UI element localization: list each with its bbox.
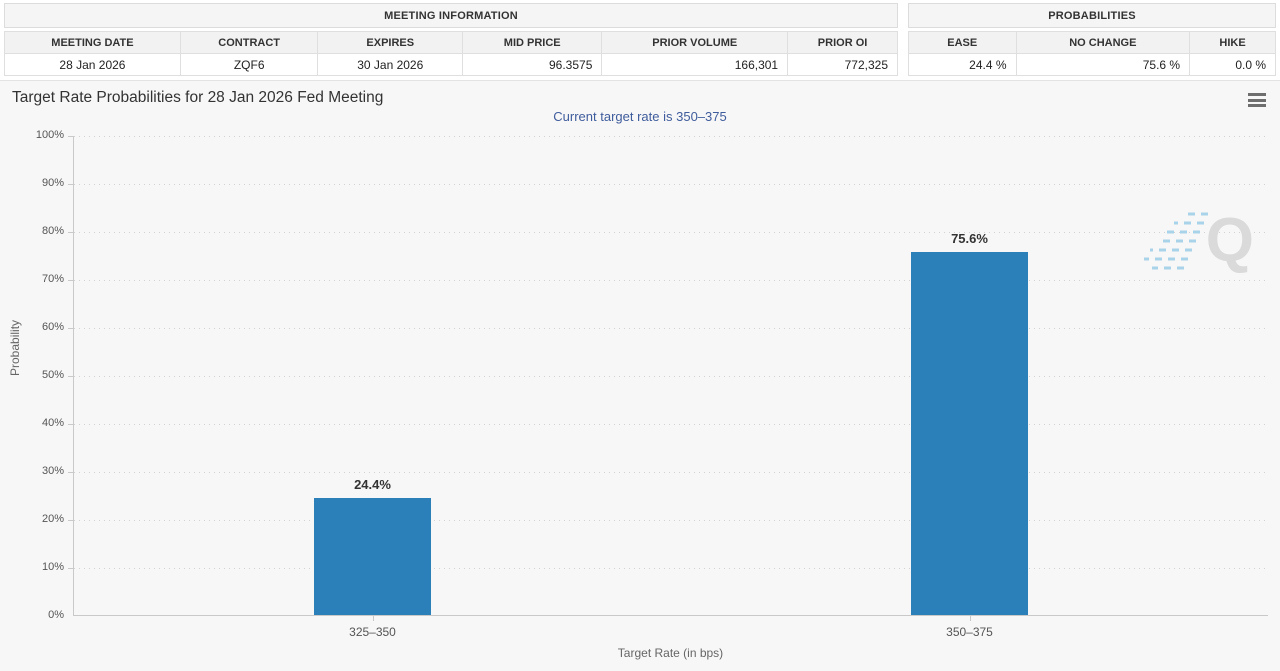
- col-prior-volume: PRIOR VOLUME: [601, 31, 789, 54]
- chart-title: Target Rate Probabilities for 28 Jan 202…: [12, 89, 384, 106]
- y-axis-title: Probability: [8, 319, 22, 376]
- target-rate-probabilities-chart: Target Rate Probabilities for 28 Jan 202…: [0, 80, 1280, 671]
- y-tick-label: 60%: [41, 321, 64, 333]
- contract-value: ZQF6: [179, 53, 319, 76]
- probabilities-table: PROBABILITIES EASE NO CHANGE HIKE 24.4 %…: [908, 3, 1276, 76]
- col-meeting-date: MEETING DATE: [4, 31, 181, 54]
- col-expires: EXPIRES: [317, 31, 464, 54]
- expires-value: 30 Jan 2026: [317, 53, 464, 76]
- y-tick-label: 10%: [41, 561, 64, 573]
- mid-price-value: 96.3575: [462, 53, 603, 76]
- prior-oi-value: 772,325: [787, 53, 898, 76]
- meeting-date-value: 28 Jan 2026: [4, 53, 181, 76]
- bar-column-325-350: 24.4%: [314, 135, 431, 615]
- y-tick-label: 100%: [35, 129, 64, 141]
- ease-value: 24.4 %: [908, 53, 1017, 76]
- probabilities-header-row: EASE NO CHANGE HIKE: [908, 31, 1276, 54]
- prior-volume-value: 166,301: [601, 53, 789, 76]
- bar-350-375[interactable]: [911, 252, 1028, 615]
- probabilities-title: PROBABILITIES: [908, 3, 1276, 28]
- top-tables: MEETING INFORMATION MEETING DATE CONTRAC…: [0, 0, 1280, 80]
- bar-data-label: 24.4%: [354, 476, 391, 492]
- y-tick-label: 30%: [41, 465, 64, 477]
- meeting-information-table: MEETING INFORMATION MEETING DATE CONTRAC…: [4, 3, 898, 76]
- chart-export-menu-icon[interactable]: [1248, 92, 1268, 108]
- x-category-label: 350–375: [946, 625, 993, 639]
- bar-325-350[interactable]: [314, 497, 431, 615]
- meeting-info-data-row: 28 Jan 2026 ZQF6 30 Jan 2026 96.3575 166…: [4, 53, 898, 76]
- hike-value: 0.0 %: [1189, 53, 1276, 76]
- col-ease: EASE: [908, 31, 1017, 54]
- col-no-change: NO CHANGE: [1015, 31, 1191, 54]
- y-tick-label: 50%: [41, 369, 64, 381]
- y-tick-label: 0%: [48, 609, 64, 621]
- bar-data-label: 75.6%: [951, 231, 988, 247]
- probabilities-data-row: 24.4 % 75.6 % 0.0 %: [908, 53, 1276, 76]
- x-category-label: 325–350: [349, 625, 396, 639]
- y-tick-label: 20%: [41, 513, 64, 525]
- col-hike: HIKE: [1189, 31, 1276, 54]
- bar-column-350-375: 75.6%: [911, 135, 1028, 615]
- y-axis-labels: 100% 90% 80% 70% 60% 50% 40% 30% 20% 10%…: [0, 129, 64, 621]
- meeting-information-title: MEETING INFORMATION: [4, 3, 898, 28]
- chart-subtitle: Current target rate is 350–375: [553, 109, 727, 124]
- x-axis-title: Target Rate (in bps): [617, 646, 724, 660]
- y-tick-label: 70%: [41, 273, 64, 285]
- y-tick-label: 90%: [41, 177, 64, 189]
- col-prior-oi: PRIOR OI: [787, 31, 898, 54]
- meeting-info-header-row: MEETING DATE CONTRACT EXPIRES MID PRICE …: [4, 31, 898, 54]
- col-mid-price: MID PRICE: [462, 31, 603, 54]
- quikstrike-q-watermark-icon: Q: [1144, 206, 1254, 275]
- y-tick-label: 40%: [41, 417, 64, 429]
- no-change-value: 75.6 %: [1015, 53, 1191, 76]
- plot-area: Q 24.4% 75.6% 325–350 350–375: [68, 135, 1268, 639]
- col-contract: CONTRACT: [179, 31, 319, 54]
- y-tick-label: 80%: [41, 225, 64, 237]
